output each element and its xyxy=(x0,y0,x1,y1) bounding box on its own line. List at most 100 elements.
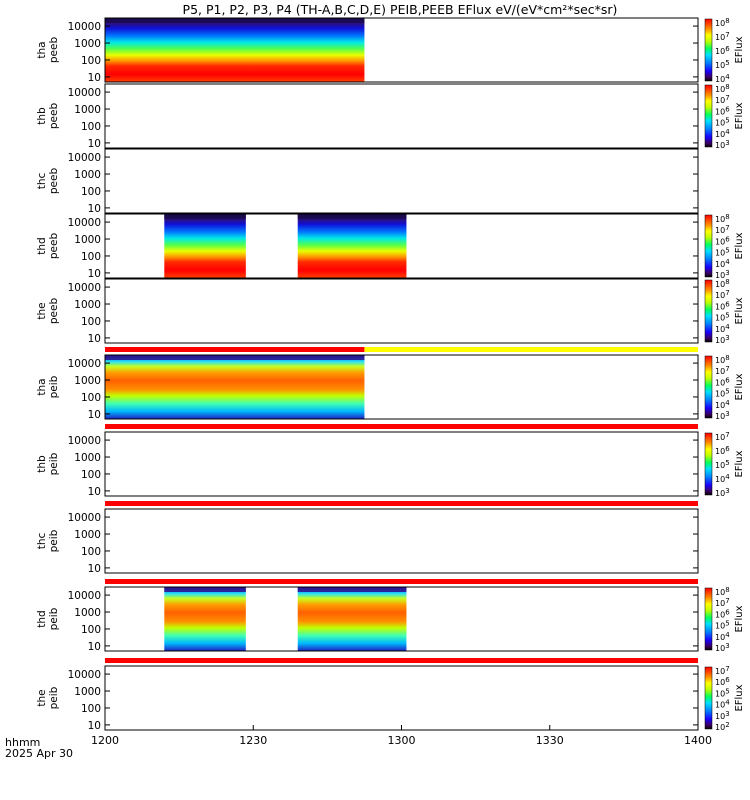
colorbar-tick-label: 106 xyxy=(715,376,730,387)
colorbar-tick-label: 104 xyxy=(715,258,730,269)
colorbar-tick-label: 108 xyxy=(715,586,730,597)
panel-frame xyxy=(104,148,699,214)
colorbar-tick-label: 105 xyxy=(715,388,730,399)
panel-frame xyxy=(104,354,699,420)
probe-label: the xyxy=(36,689,48,706)
colorbar-tick-label: 106 xyxy=(715,105,730,116)
colorbar-tick-label: 104 xyxy=(715,399,730,410)
footer-date: 2025 Apr 30 xyxy=(5,747,73,760)
colorbar-tick-label: 102 xyxy=(715,721,730,732)
data-segment-fringe xyxy=(297,587,407,592)
ytick-label: 10 xyxy=(88,409,101,421)
panel-frame xyxy=(104,83,699,149)
colorbar-label: EFlux xyxy=(734,450,745,477)
product-label: peib xyxy=(48,686,60,709)
colorbar xyxy=(704,432,713,496)
panel-thc-peib: 10 100 1000 10000 thc peib xyxy=(36,501,699,575)
colorbar-label: EFlux xyxy=(734,297,745,324)
data-segment xyxy=(297,214,407,278)
colorbar-tick-label: 108 xyxy=(715,213,730,224)
probe-label: thd xyxy=(36,237,48,254)
status-bar-red xyxy=(105,424,698,429)
panel-frame xyxy=(104,665,699,731)
xtick-label: 1200 xyxy=(91,734,119,747)
colorbar-tick-label: 107 xyxy=(715,31,730,42)
colorbar-tick-label: 107 xyxy=(715,289,730,300)
colorbar-tick-label: 105 xyxy=(715,117,730,128)
colorbar-tick-label: 103 xyxy=(715,334,730,345)
colorbar-tick-label: 104 xyxy=(715,473,730,484)
probe-label: tha xyxy=(36,378,48,395)
ytick-label: 100 xyxy=(81,624,101,636)
ytick-label: 10 xyxy=(88,203,101,215)
probe-label: the xyxy=(36,302,48,319)
data-segment-fringe xyxy=(105,355,365,360)
ytick-label: 1000 xyxy=(74,38,101,50)
status-bar-red xyxy=(105,658,698,663)
ytick-label: 10 xyxy=(88,268,101,280)
ytick-label: 1000 xyxy=(74,299,101,311)
colorbar-tick-label: 103 xyxy=(715,487,730,498)
colorbar-tick-label: 106 xyxy=(715,45,730,56)
ytick-label: 10000 xyxy=(68,217,101,229)
probe-label: thc xyxy=(36,173,48,190)
colorbar-label: EFlux xyxy=(734,684,745,711)
colorbar-tick-label: 108 xyxy=(715,17,730,28)
data-segment xyxy=(105,355,365,419)
ytick-label: 1000 xyxy=(74,529,101,541)
colorbar xyxy=(704,279,713,343)
data-segment-fringe xyxy=(164,214,246,219)
colorbar-tick-label: 104 xyxy=(715,73,730,84)
ytick-label: 10 xyxy=(88,486,101,498)
panel-thc-peeb: 10 100 1000 10000 thc peeb xyxy=(36,148,699,215)
footer-axis-label: hhmm xyxy=(5,736,40,749)
colorbar-tick-label: 108 xyxy=(715,354,730,365)
colorbar-label: EFlux xyxy=(734,36,745,63)
xtick-label: 1300 xyxy=(388,734,416,747)
colorbar-tick-label: 103 xyxy=(715,710,730,721)
ytick-label: 1000 xyxy=(74,607,101,619)
colorbar-tick-label: 107 xyxy=(715,665,730,676)
colorbar-label: EFlux xyxy=(734,605,745,632)
data-segment xyxy=(164,214,246,278)
colorbar-tick-label: 106 xyxy=(715,676,730,687)
colorbar-tick-label: 103 xyxy=(715,642,730,653)
ytick-label: 10000 xyxy=(68,669,101,681)
panel-frame xyxy=(104,431,699,497)
colorbar-tick-label: 106 xyxy=(715,300,730,311)
data-segment-fringe xyxy=(297,214,407,219)
colorbar-tick-label: 108 xyxy=(715,83,730,94)
data-segment-fringe xyxy=(164,587,246,592)
product-label: peeb xyxy=(48,298,60,325)
ytick-label: 100 xyxy=(81,186,101,198)
colorbar-tick-label: 103 xyxy=(715,269,730,280)
data-segment xyxy=(297,587,407,651)
colorbar-tick-label: 105 xyxy=(715,59,730,70)
colorbar xyxy=(704,355,713,419)
status-bar-red xyxy=(105,579,698,584)
colorbar-label: EFlux xyxy=(734,373,745,400)
colorbar xyxy=(704,84,713,148)
ytick-label: 10 xyxy=(88,563,101,575)
colorbar-tick-label: 103 xyxy=(715,410,730,421)
status-bar-red xyxy=(105,347,365,352)
colorbar-tick-label: 104 xyxy=(715,699,730,710)
colorbar-label: EFlux xyxy=(734,232,745,259)
product-label: peeb xyxy=(48,103,60,130)
colorbar-tick-label: 106 xyxy=(715,608,730,619)
probe-label: thd xyxy=(36,610,48,627)
ytick-label: 10000 xyxy=(68,358,101,370)
product-label: peib xyxy=(48,607,60,630)
colorbar-tick-label: 103 xyxy=(715,139,730,150)
ytick-label: 100 xyxy=(81,546,101,558)
colorbar-label: EFlux xyxy=(734,102,745,129)
ytick-label: 100 xyxy=(81,469,101,481)
ytick-label: 1000 xyxy=(74,104,101,116)
colorbar xyxy=(704,214,713,278)
data-segment-fringe xyxy=(105,18,365,23)
product-label: peib xyxy=(48,452,60,475)
ytick-label: 10 xyxy=(88,138,101,150)
